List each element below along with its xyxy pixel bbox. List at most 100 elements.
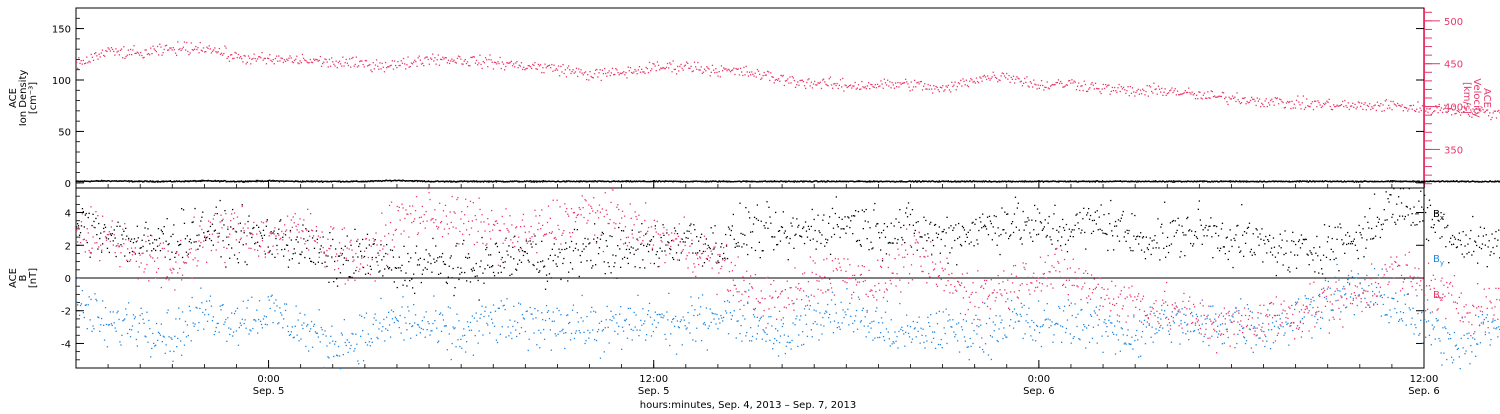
velocity-series-point [938,89,939,90]
velocity-series-point [1278,103,1279,104]
bx-series-point [209,238,210,239]
bx-series-point [315,264,316,265]
bx-series-point [159,238,160,239]
velocity-series-point [848,86,849,87]
velocity-series-point [1218,96,1219,97]
bx-series-point [440,273,441,274]
bx-series-point [758,220,759,221]
bx-series-point [611,236,612,237]
velocity-series-point [550,67,551,68]
velocity-series-point [966,80,967,81]
bx-series-point [974,224,975,225]
bx-series-point [201,217,202,218]
velocity-series-point [598,72,599,73]
velocity-series-point [227,58,228,59]
bx-series-point [414,293,415,294]
bx-series-point [587,238,588,239]
velocity-series-point [288,58,289,59]
velocity-series-point [932,92,933,93]
bx-series-point [733,214,734,215]
bx-series-point [402,285,403,286]
bx-series-point [765,222,766,223]
bx-series-point [668,242,669,243]
velocity-series-point [1166,95,1167,96]
bx-series-point [623,230,624,231]
velocity-series-point [974,81,975,82]
bx-series-point [597,237,598,238]
bx-series-point [386,244,387,245]
velocity-series-point [1332,109,1333,110]
velocity-series-point [185,49,186,50]
bx-series-point [290,230,291,231]
bx-series-point [921,237,922,238]
velocity-series-point [334,65,335,66]
velocity-series-point [865,86,866,87]
bx-series-point [83,211,84,212]
velocity-series-point [939,91,940,92]
bx-series-point [632,230,633,231]
velocity-series-point [1444,105,1445,106]
bx-series-point [117,222,118,223]
velocity-series-point [221,53,222,54]
bx-series-point [796,218,797,219]
velocity-series-point [369,64,370,65]
velocity-series-point [522,69,523,70]
velocity-series-point [366,60,367,61]
bx-series-point [311,261,312,262]
bx-series-point [427,269,428,270]
velocity-series-point [808,78,809,79]
bx-series-point [883,230,884,231]
velocity-series-point [477,64,478,65]
velocity-series-point [159,44,160,45]
ion-density-series-point [1172,182,1173,183]
velocity-series-point [1187,92,1188,93]
velocity-series-point [1318,102,1319,103]
velocity-series-point [1362,109,1363,110]
bx-series-point [369,244,370,245]
bx-series-point [861,246,862,247]
bx-series-point [868,249,869,250]
velocity-series-point [610,75,611,76]
velocity-series-point [989,80,990,81]
bx-series-point [365,274,366,275]
bx-series-point [271,231,272,232]
bx-series-point [168,243,169,244]
velocity-series-point [1085,84,1086,85]
velocity-series-point [956,89,957,90]
velocity-series-point [1329,99,1330,100]
bx-series-point [642,259,643,260]
bx-series-point [547,281,548,282]
bx-series-point [342,253,343,254]
velocity-series-point [146,49,147,50]
velocity-series-point [1372,108,1373,109]
velocity-series-point [760,79,761,80]
bx-series-point [850,220,851,221]
velocity-series-point [722,70,723,71]
velocity-series-point [778,78,779,79]
velocity-series-point [198,52,199,53]
velocity-series-point [400,65,401,66]
velocity-series-point [565,69,566,70]
velocity-series-point [992,76,993,77]
velocity-series-point [740,68,741,69]
velocity-series-point [950,91,951,92]
velocity-series-point [188,54,189,55]
velocity-series-point [416,66,417,67]
bx-series-point [90,257,91,258]
bx-series-point [284,249,285,250]
velocity-series-point [1469,116,1470,117]
bx-series-point [837,224,838,225]
bx-series-point [879,237,880,238]
bx-series-point [672,257,673,258]
velocity-series-point [1150,86,1151,87]
bx-series-point [954,240,955,241]
bx-series-point [971,242,972,243]
bx-series-point [472,270,473,271]
velocity-series [76,41,1500,139]
bx-series-point [101,252,102,253]
velocity-series-point [588,79,589,80]
bx-series-point [268,246,269,247]
velocity-series-point [303,58,304,59]
velocity-series-point [223,53,224,54]
bx-series-point [203,232,204,233]
